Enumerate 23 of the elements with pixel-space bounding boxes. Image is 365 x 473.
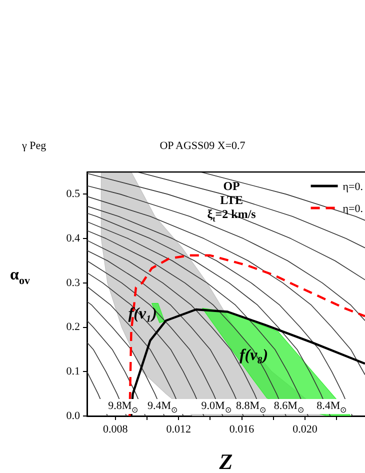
y-tick-label: 0.5: [66, 188, 80, 200]
legend-label: η=0.: [342, 202, 364, 215]
annotation: 8.4M⊙: [316, 400, 348, 414]
annotation: 9.8M⊙: [108, 400, 139, 414]
x-axis-title: Z: [218, 449, 233, 473]
chart-title: OP AGSS09 X=0.7: [160, 140, 246, 152]
y-tick-label: 0.3: [66, 276, 80, 289]
annotation: 8.8M⊙: [236, 400, 267, 414]
x-tick-label: 0.008: [103, 423, 128, 436]
annotation: LTE: [220, 193, 244, 207]
x-tick-label: 0.020: [292, 423, 318, 436]
x-tick-label: 0.012: [166, 423, 191, 436]
annotation: 9.4M⊙: [148, 400, 178, 414]
y-tick-label: 0.0: [66, 410, 80, 422]
y-tick-label: 0.1: [66, 366, 80, 378]
y-tick-label: 0.2: [66, 321, 80, 334]
annotation: 9.0M⊙: [201, 400, 232, 414]
annotation: 8.6M⊙: [274, 400, 304, 414]
text: γ Peg: [22, 140, 46, 152]
x-tick-label: 0.016: [229, 423, 255, 436]
legend-label: η=0.: [342, 180, 364, 193]
y-tick-label: 0.4: [66, 232, 80, 244]
annotation: OP: [223, 179, 240, 193]
